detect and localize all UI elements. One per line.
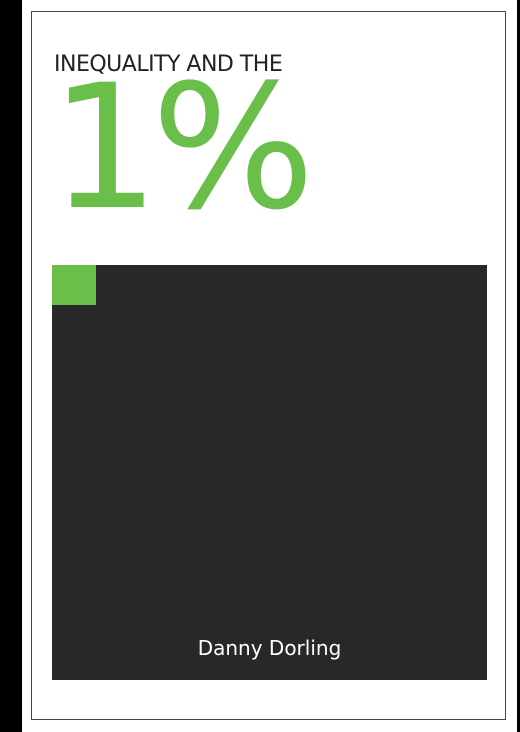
author-name: Danny Dorling: [197, 636, 342, 660]
green-square: [52, 265, 96, 305]
cover-border: [31, 11, 506, 720]
big-title: 1%: [50, 47, 315, 248]
book-cover: INEQUALITY AND THE 1% Danny Dorling: [22, 0, 517, 732]
title-line: INEQUALITY AND THE: [54, 52, 283, 77]
dark-panel: Danny Dorling: [52, 265, 487, 680]
